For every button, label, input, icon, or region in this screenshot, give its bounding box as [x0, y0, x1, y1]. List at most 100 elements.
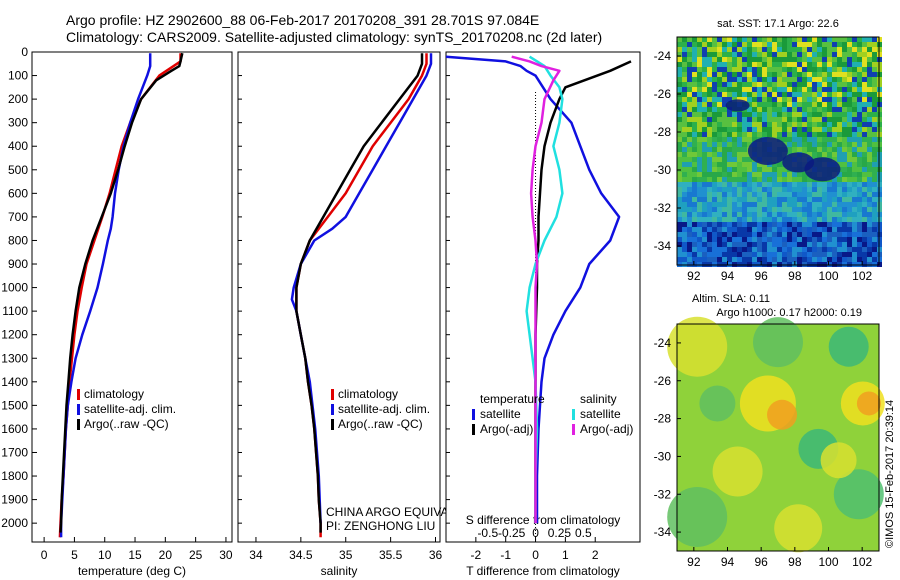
map-cell [692, 207, 697, 212]
map-blob [804, 157, 841, 182]
map-cell [787, 37, 792, 42]
map-cell [757, 92, 762, 97]
map-cell [772, 92, 777, 97]
map-cell [692, 217, 697, 222]
map-cell [707, 167, 712, 172]
map-cell [742, 92, 747, 97]
map-cell [717, 192, 722, 197]
map-cell [802, 112, 807, 117]
legend-swatch [472, 424, 475, 435]
map-cell [757, 167, 762, 172]
map-cell [752, 37, 757, 42]
map-cell [742, 217, 747, 222]
map-cell [787, 252, 792, 257]
map-cell [697, 242, 702, 247]
map-cell [772, 57, 777, 62]
map-cell [862, 167, 867, 172]
map-cell [787, 257, 792, 262]
map-cell [797, 112, 802, 117]
map-cell [732, 172, 737, 177]
map-cell [707, 62, 712, 67]
map-cell [712, 187, 717, 192]
map-cell [802, 207, 807, 212]
map-cell [707, 47, 712, 52]
map-cell [772, 47, 777, 52]
map-cell [832, 247, 837, 252]
map-cell [762, 57, 767, 62]
map-cell [757, 87, 762, 92]
map-cell [742, 172, 747, 177]
map-cell [812, 52, 817, 57]
map-cell [712, 107, 717, 112]
map-cell [777, 202, 782, 207]
x-axis-label: salinity [321, 564, 358, 578]
legend-label: satellite-adj. clim. [338, 402, 430, 416]
map-cell [837, 227, 842, 232]
map-cell [732, 202, 737, 207]
map-cell [872, 167, 877, 172]
series-line-temperature-2 [59, 52, 184, 533]
map-cell [812, 222, 817, 227]
map-cell [792, 182, 797, 187]
map-cell [852, 42, 857, 47]
map-cell [747, 42, 752, 47]
map-cell [717, 242, 722, 247]
map-cell [862, 202, 867, 207]
map-cell [797, 67, 802, 72]
map-cell [852, 87, 857, 92]
map-cell [772, 212, 777, 217]
map-cell [717, 222, 722, 227]
map-cell [832, 87, 837, 92]
map-cell [822, 192, 827, 197]
map-cell [687, 192, 692, 197]
map-x-tick-label: 92 [687, 269, 701, 283]
map-cell [822, 197, 827, 202]
map-cell [857, 167, 862, 172]
map-cell [842, 117, 847, 122]
map-cell [852, 232, 857, 237]
map-cell [857, 62, 862, 67]
map-cell [792, 47, 797, 52]
map-cell [822, 87, 827, 92]
map-cell [802, 212, 807, 217]
map-cell [847, 192, 852, 197]
x-axis-label: temperature (deg C) [78, 564, 186, 578]
map-cell [807, 247, 812, 252]
map-cell [757, 187, 762, 192]
map-cell [842, 127, 847, 132]
map-cell [777, 212, 782, 217]
map-cell [782, 127, 787, 132]
y-tick-label: 1300 [1, 351, 28, 365]
map-cell [857, 192, 862, 197]
map-cell [692, 167, 697, 172]
map-cell [777, 167, 782, 172]
map-cell [757, 232, 762, 237]
map-cell [712, 92, 717, 97]
map-cell [822, 242, 827, 247]
map-cell [742, 37, 747, 42]
map-cell [817, 82, 822, 87]
map-cell [752, 122, 757, 127]
map-cell [752, 57, 757, 62]
map-cell [727, 137, 732, 142]
map-cell [757, 62, 762, 67]
map-cell [837, 137, 842, 142]
map-cell [822, 237, 827, 242]
map-cell [867, 212, 872, 217]
map-cell [732, 147, 737, 152]
map-cell [697, 102, 702, 107]
map-cell [707, 52, 712, 57]
map-cell [822, 257, 827, 262]
map-cell [677, 257, 682, 262]
map-cell [782, 227, 787, 232]
map-cell [717, 247, 722, 252]
map-cell [762, 202, 767, 207]
map-cell [867, 97, 872, 102]
map-cell [767, 232, 772, 237]
map-cell [802, 42, 807, 47]
map-cell [867, 242, 872, 247]
map-cell [682, 92, 687, 97]
map-cell [847, 57, 852, 62]
map-cell [727, 207, 732, 212]
map-cell [852, 57, 857, 62]
